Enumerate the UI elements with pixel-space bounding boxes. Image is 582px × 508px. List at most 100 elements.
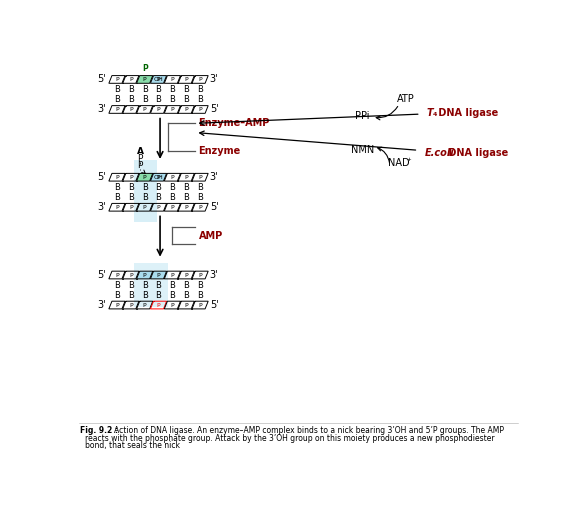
Text: AMP: AMP <box>198 231 223 241</box>
Text: P: P <box>198 205 202 210</box>
Text: Action of DNA ligase. An enzyme–AMP complex binds to a nick bearing 3’OH and 5’P: Action of DNA ligase. An enzyme–AMP comp… <box>114 426 504 435</box>
Text: P: P <box>115 205 119 210</box>
Text: P: P <box>157 77 160 82</box>
Text: T: T <box>427 108 434 117</box>
Text: B: B <box>155 291 161 300</box>
Text: B: B <box>155 183 161 192</box>
Text: P: P <box>129 303 133 307</box>
Text: B: B <box>142 85 148 94</box>
Text: B: B <box>197 280 203 290</box>
Text: OH: OH <box>154 77 164 82</box>
Text: B: B <box>155 95 161 104</box>
Text: P: P <box>171 77 174 82</box>
Text: reacts with the phosphate group. Attack by the 3’OH group on this moiety produce: reacts with the phosphate group. Attack … <box>85 434 495 442</box>
Text: B: B <box>197 183 203 192</box>
Text: P: P <box>184 303 188 307</box>
Text: P: P <box>143 303 147 307</box>
Text: P: P <box>157 107 160 112</box>
Text: P: P <box>115 272 119 277</box>
Text: DNA ligase: DNA ligase <box>445 148 509 158</box>
Text: 3': 3' <box>97 300 106 310</box>
Polygon shape <box>150 271 166 279</box>
Text: B: B <box>183 85 189 94</box>
Polygon shape <box>150 173 166 181</box>
Text: P: P <box>157 303 160 307</box>
FancyArrowPatch shape <box>141 170 146 174</box>
Text: B: B <box>128 95 134 104</box>
Text: P: P <box>129 107 133 112</box>
Text: ATP: ATP <box>396 94 414 105</box>
Text: B: B <box>128 85 134 94</box>
Text: B: B <box>169 291 175 300</box>
Text: P: P <box>198 77 202 82</box>
Text: 5': 5' <box>97 270 106 280</box>
Text: P: P <box>184 205 188 210</box>
Text: E.coli: E.coli <box>424 148 454 158</box>
Text: PPi: PPi <box>354 111 369 120</box>
Text: B: B <box>169 280 175 290</box>
Text: 3': 3' <box>210 172 218 182</box>
Text: 5': 5' <box>210 202 218 212</box>
Text: 4: 4 <box>432 112 436 117</box>
Text: P: P <box>143 107 147 112</box>
Text: 5': 5' <box>210 300 218 310</box>
Text: P: P <box>115 77 119 82</box>
Text: B: B <box>142 95 148 104</box>
Text: B: B <box>169 95 175 104</box>
Text: P: P <box>129 272 133 277</box>
Text: P: P <box>184 272 188 277</box>
Text: P: P <box>143 205 147 210</box>
Text: NAD: NAD <box>388 157 410 168</box>
Text: B: B <box>114 183 120 192</box>
FancyBboxPatch shape <box>134 264 168 307</box>
Text: B: B <box>114 95 120 104</box>
Text: P: P <box>115 303 119 307</box>
Text: P: P <box>198 107 202 112</box>
Text: P: P <box>157 272 160 277</box>
Text: P: P <box>129 77 133 82</box>
Text: B: B <box>142 183 148 192</box>
Polygon shape <box>150 76 166 83</box>
Text: P: P <box>171 272 174 277</box>
Text: B: B <box>197 291 203 300</box>
Text: B: B <box>169 183 175 192</box>
Text: 3': 3' <box>97 105 106 114</box>
Text: B: B <box>128 291 134 300</box>
Text: P: P <box>171 107 174 112</box>
Text: P: P <box>129 205 133 210</box>
Text: B: B <box>197 95 203 104</box>
Text: P: P <box>171 303 174 307</box>
Text: B: B <box>183 193 189 202</box>
FancyBboxPatch shape <box>134 161 157 222</box>
Text: P: P <box>157 175 160 180</box>
Text: B: B <box>114 193 120 202</box>
Text: B: B <box>114 85 120 94</box>
Text: B: B <box>197 85 203 94</box>
Text: 5': 5' <box>97 75 106 84</box>
Text: 5': 5' <box>210 105 218 114</box>
Text: P: P <box>142 64 147 73</box>
Text: 3': 3' <box>210 75 218 84</box>
Text: Enzyme–AMP: Enzyme–AMP <box>198 118 269 129</box>
Text: +: + <box>406 157 411 162</box>
Text: B: B <box>155 85 161 94</box>
Polygon shape <box>137 271 152 279</box>
Text: 5': 5' <box>97 172 106 182</box>
Text: B: B <box>197 193 203 202</box>
Text: NMN: NMN <box>352 144 375 154</box>
Text: Enzyme: Enzyme <box>198 146 240 156</box>
Text: 3': 3' <box>97 202 106 212</box>
Text: P: P <box>143 272 147 277</box>
Text: P: P <box>129 175 133 180</box>
Text: P: P <box>184 77 188 82</box>
Text: DNA ligase: DNA ligase <box>435 108 499 117</box>
Text: P: P <box>143 175 147 180</box>
Text: A: A <box>137 147 144 156</box>
Polygon shape <box>137 76 152 83</box>
Text: B: B <box>183 183 189 192</box>
Text: P: P <box>198 303 202 307</box>
Text: B: B <box>183 95 189 104</box>
Text: P: P <box>137 161 143 170</box>
Text: P: P <box>137 154 143 164</box>
Text: P: P <box>198 175 202 180</box>
